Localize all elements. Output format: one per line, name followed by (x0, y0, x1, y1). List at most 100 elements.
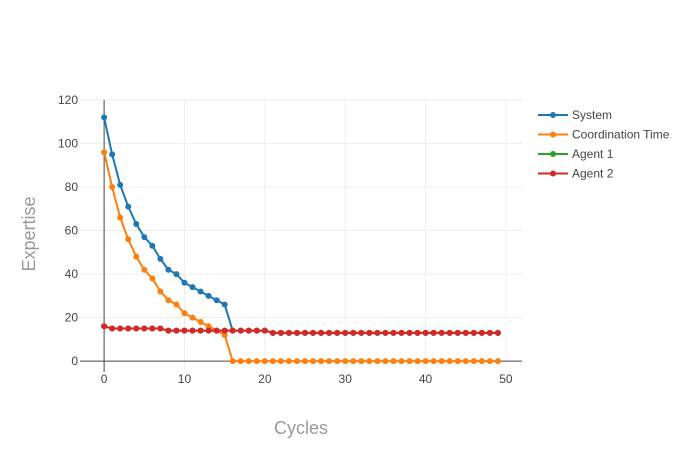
legend-label: Coordination Time (572, 128, 670, 142)
data-point (398, 358, 405, 365)
data-point (149, 242, 156, 249)
data-point (478, 329, 485, 336)
data-point (181, 279, 188, 286)
data-point (478, 358, 485, 365)
data-point (318, 329, 325, 336)
data-point (101, 149, 108, 156)
data-point (149, 275, 156, 282)
data-point (229, 358, 236, 365)
series-group (101, 114, 501, 365)
data-point (462, 358, 469, 365)
data-point (197, 288, 204, 295)
legend-label: Agent 1 (572, 147, 614, 161)
legend-swatch-marker (550, 151, 556, 157)
data-point (221, 327, 228, 334)
data-point (486, 329, 493, 336)
data-point (173, 327, 180, 334)
data-point (318, 358, 325, 365)
data-point (181, 327, 188, 334)
legend-item-system[interactable]: System (538, 108, 612, 122)
data-point (237, 327, 244, 334)
data-point (189, 327, 196, 334)
data-point (133, 325, 140, 332)
legend-item-coordination-time[interactable]: Coordination Time (538, 128, 670, 142)
data-point (213, 297, 220, 304)
data-point (109, 151, 116, 158)
data-point (157, 288, 164, 295)
data-point (350, 358, 357, 365)
data-point (157, 325, 164, 332)
data-point (141, 266, 148, 273)
legend-item-agent-2[interactable]: Agent 2 (538, 167, 614, 181)
data-point (302, 329, 309, 336)
data-point (414, 358, 421, 365)
legend-swatch-marker (550, 131, 556, 138)
data-point (414, 329, 421, 336)
data-point (109, 184, 116, 191)
series-line (103, 117, 498, 334)
data-point (285, 329, 292, 336)
data-point (101, 323, 108, 330)
data-point (261, 358, 268, 365)
legend-label: System (572, 108, 612, 122)
data-point (350, 329, 357, 336)
x-tick-label: 20 (258, 372, 272, 386)
data-point (125, 203, 132, 210)
data-point (205, 327, 212, 334)
data-point (390, 329, 397, 336)
data-point (334, 329, 341, 336)
data-point (446, 358, 453, 365)
x-tick-label: 30 (339, 372, 353, 386)
data-point (398, 329, 405, 336)
data-point (374, 358, 381, 365)
data-point (109, 325, 116, 332)
data-point (374, 329, 381, 336)
data-point (141, 325, 148, 332)
tick-labels: 0 20 40 60 80 100 120 0 10 20 30 40 50 (58, 93, 513, 386)
data-point (462, 329, 469, 336)
data-point (406, 329, 413, 336)
data-point (221, 332, 228, 339)
data-point (117, 214, 124, 221)
y-tick-label: 100 (58, 137, 78, 151)
y-tick-label: 120 (58, 93, 78, 107)
data-point (406, 358, 413, 365)
data-point (430, 329, 437, 336)
data-point (430, 358, 437, 365)
data-point (470, 358, 477, 365)
data-point (253, 327, 260, 334)
data-point (494, 329, 501, 336)
data-point (342, 329, 349, 336)
data-point (173, 301, 180, 308)
data-point (157, 255, 164, 262)
legend[interactable]: System Coordination Time Agent 1 Agent 2 (538, 108, 670, 181)
data-point (366, 358, 373, 365)
legend-item-agent-1[interactable]: Agent 1 (538, 147, 614, 161)
data-point (189, 314, 196, 321)
series-system (101, 114, 501, 336)
data-point (197, 327, 204, 334)
data-point (133, 221, 140, 228)
data-point (181, 310, 188, 317)
data-point (117, 325, 124, 332)
x-tick-label: 10 (178, 372, 192, 386)
data-point (358, 329, 365, 336)
data-point (438, 329, 445, 336)
data-point (486, 358, 493, 365)
data-point (310, 358, 317, 365)
data-point (454, 329, 461, 336)
data-point (125, 236, 132, 243)
data-point (285, 358, 292, 365)
x-tick-label: 50 (499, 372, 513, 386)
data-point (269, 358, 276, 365)
data-point (165, 266, 172, 273)
series-agent-2 (101, 323, 501, 336)
data-point (133, 253, 140, 260)
y-tick-label: 0 (71, 354, 78, 368)
data-point (149, 325, 156, 332)
y-tick-label: 80 (65, 180, 79, 194)
data-point (117, 181, 124, 188)
legend-swatch-marker (550, 170, 556, 177)
data-point (229, 327, 236, 334)
